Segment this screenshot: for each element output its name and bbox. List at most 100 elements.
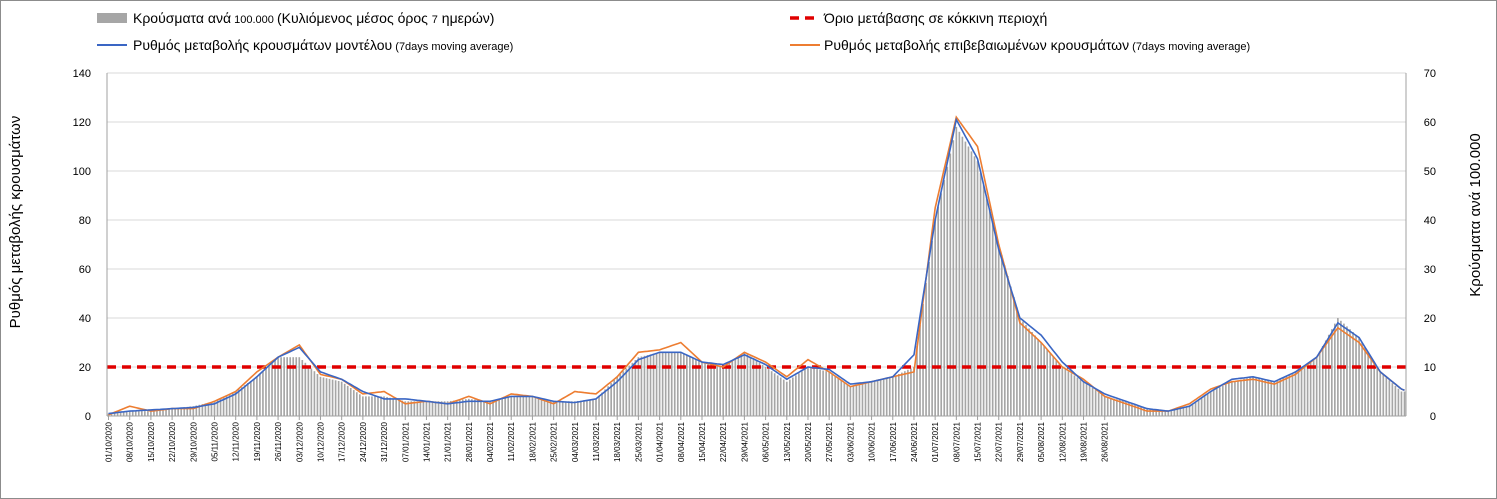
bar [770, 371, 773, 416]
bar [879, 379, 882, 416]
x-tick-label: 24/12/2020 [359, 421, 368, 462]
bar [471, 399, 473, 416]
bar [1249, 377, 1251, 416]
x-tick-label: 26/08/2021 [1101, 421, 1110, 462]
bar [119, 412, 122, 416]
x-tick-label: 03/06/2021 [846, 421, 855, 462]
legend-label-model: Ρυθμός μεταβολής κρουσμάτων μοντέλου (7d… [133, 37, 513, 53]
bar [1349, 329, 1351, 416]
bar [313, 371, 316, 416]
bar [510, 396, 513, 416]
bar [658, 352, 661, 416]
legend-swatch-bars [97, 13, 127, 23]
bar [595, 398, 597, 416]
y-tick-label-right: 70 [1424, 68, 1436, 80]
bar [1206, 393, 1209, 416]
bar [913, 367, 915, 416]
bar [549, 400, 552, 416]
bar [843, 382, 846, 416]
bar [891, 376, 894, 416]
bar [334, 380, 337, 416]
bar [171, 408, 173, 416]
bar [1070, 373, 1073, 416]
bar [122, 411, 125, 416]
bar [573, 401, 576, 416]
bar [925, 283, 927, 416]
bar [477, 399, 479, 416]
bar [1158, 410, 1161, 416]
bar [216, 399, 219, 416]
bar [389, 397, 391, 416]
bar [970, 151, 973, 416]
bar [1361, 342, 1363, 416]
x-tick-label: 12/11/2020 [232, 421, 241, 461]
bar [692, 357, 694, 416]
bar [907, 369, 909, 416]
bar [422, 401, 425, 416]
bar [204, 403, 207, 416]
bar [253, 378, 255, 416]
bar [134, 411, 137, 416]
bar [368, 396, 370, 416]
bar [991, 220, 994, 416]
bar [416, 401, 419, 416]
bar [1040, 342, 1042, 416]
bar [616, 376, 619, 416]
bar [592, 399, 594, 416]
bar [1091, 388, 1094, 416]
x-tick-label: 29/07/2021 [1016, 421, 1025, 462]
bar [1067, 371, 1070, 416]
x-tick-label: 21/01/2021 [444, 421, 453, 462]
bar [243, 385, 246, 416]
bar [1103, 396, 1106, 416]
bar [807, 367, 809, 416]
bar [1034, 335, 1036, 416]
bar [256, 376, 258, 416]
bar [643, 355, 646, 416]
x-tick-label: 28/01/2021 [465, 421, 474, 462]
x-tick-label: 15/04/2021 [698, 421, 707, 462]
bar [934, 220, 936, 416]
bar [519, 396, 522, 416]
y-tick-label-right: 40 [1424, 215, 1436, 227]
bar [598, 395, 600, 416]
x-tick-label: 13/05/2021 [783, 421, 792, 462]
bar [710, 364, 712, 416]
bar [498, 399, 500, 416]
bar [440, 401, 443, 416]
bar [982, 185, 985, 416]
bar [864, 383, 867, 416]
x-tick-label: 18/02/2021 [528, 421, 537, 462]
bar [537, 397, 540, 416]
bar [486, 400, 488, 416]
bar [292, 357, 295, 416]
bar [976, 161, 979, 416]
bar [1194, 402, 1197, 416]
bar [958, 131, 961, 417]
x-tick-label: 01/04/2021 [656, 421, 665, 462]
bar [1079, 379, 1082, 416]
x-tick-label: 04/02/2021 [486, 421, 495, 462]
bar [1152, 409, 1154, 416]
bar [922, 304, 924, 416]
bar [150, 411, 152, 416]
bar [916, 346, 918, 416]
bar [1140, 406, 1142, 416]
x-tick-label: 08/07/2021 [952, 421, 961, 462]
bar [1109, 397, 1112, 416]
bar [513, 396, 516, 416]
bar [1013, 297, 1015, 416]
bar [277, 357, 279, 416]
bar-series [107, 126, 1406, 417]
bar [810, 367, 812, 416]
bar [873, 381, 876, 416]
bar [713, 364, 715, 416]
bar [773, 373, 776, 416]
bar [392, 398, 394, 416]
bar [997, 244, 1000, 416]
bar [679, 352, 682, 416]
bar [328, 378, 331, 416]
x-tick-label: 15/10/2020 [147, 421, 156, 462]
bar [828, 371, 831, 416]
